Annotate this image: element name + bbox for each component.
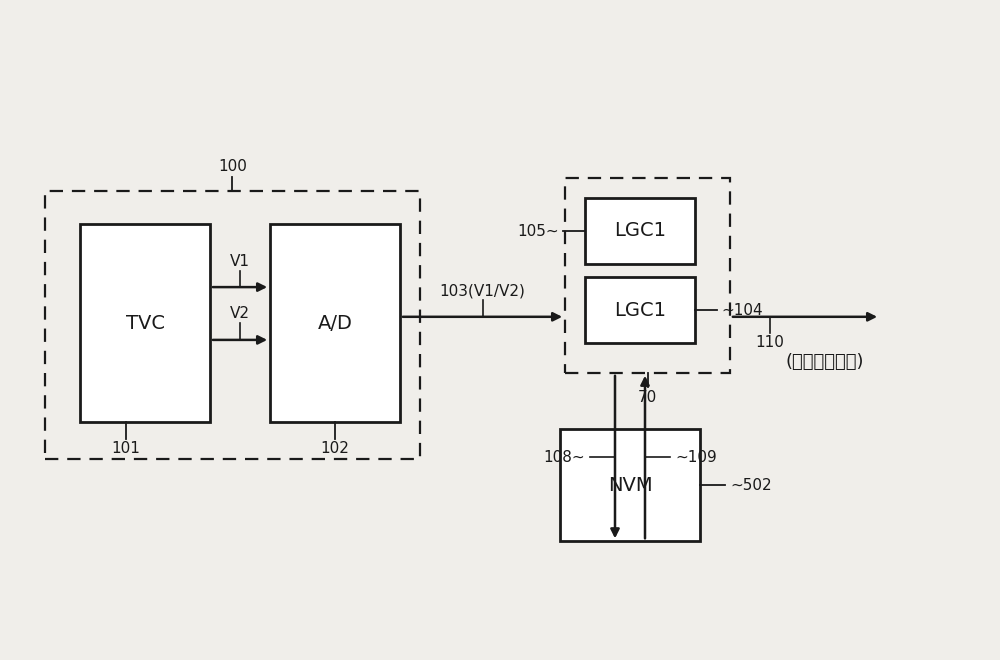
Text: V2: V2 [230,306,250,321]
Text: (校正运算结果): (校正运算结果) [786,353,864,371]
Text: 103(V1/V2): 103(V1/V2) [440,283,525,298]
Bar [585,277,695,343]
Text: 102: 102 [321,441,349,456]
Text: ~109: ~109 [675,449,717,465]
Text: NVM: NVM [608,476,652,494]
Text: A/D: A/D [318,314,352,333]
Text: LGC1: LGC1 [614,222,666,240]
Bar [565,178,730,373]
Text: V1: V1 [230,253,250,269]
Bar [45,191,420,459]
Text: ~502: ~502 [730,478,772,492]
Text: TVC: TVC [126,314,165,333]
Bar [585,198,695,264]
Text: ~104: ~104 [721,303,763,317]
Text: 110: 110 [756,335,784,350]
Text: LGC1: LGC1 [614,301,666,319]
Text: 108~: 108~ [543,449,585,465]
Bar [560,429,700,541]
Bar [80,224,210,422]
Text: 105~: 105~ [517,224,559,238]
Text: 70: 70 [638,390,657,405]
Text: 100: 100 [218,159,247,174]
Bar [270,224,400,422]
Text: 101: 101 [111,441,140,456]
